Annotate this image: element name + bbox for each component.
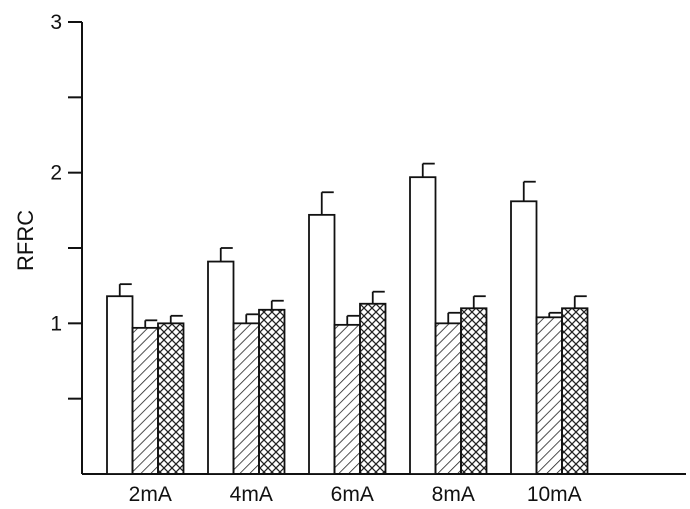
bar-diagonal-hatch-4mA: [232, 322, 260, 475]
bar-diagonal-hatch-8mA: [434, 322, 462, 475]
x-category-label: 2mA: [129, 483, 172, 506]
bar-diagonal-hatch-6mA: [333, 323, 361, 475]
x-category-label: 4mA: [230, 483, 273, 506]
x-category-label: 8mA: [432, 483, 475, 506]
bar-cross-hatch-10mA: [561, 307, 589, 475]
x-category-label: 6mA: [331, 483, 374, 506]
x-category-label: 10mA: [527, 483, 582, 506]
y-tick-label: 3: [50, 11, 62, 34]
y-tick-label: 1: [50, 312, 62, 335]
bar-open-4mA: [207, 260, 235, 475]
bar-cross-hatch-6mA: [359, 302, 387, 475]
bar-cross-hatch-2mA: [157, 322, 185, 475]
bar-diagonal-hatch-2mA: [131, 326, 159, 475]
y-axis-title: RFRC: [13, 210, 38, 271]
bar-cross-hatch-4mA: [258, 308, 286, 475]
bar-open-6mA: [308, 213, 336, 475]
bar-diagonal-hatch-10mA: [535, 316, 563, 475]
bar-open-8mA: [409, 176, 437, 475]
bar-cross-hatch-8mA: [460, 307, 488, 475]
y-tick-label: 2: [50, 162, 62, 185]
bar-open-10mA: [510, 200, 538, 475]
labels: 1 2 3 RFRC 2mA 4mA 6mA 8mA 10mA: [13, 11, 582, 506]
bars: [106, 162, 589, 475]
bar-open-2mA: [106, 295, 134, 475]
